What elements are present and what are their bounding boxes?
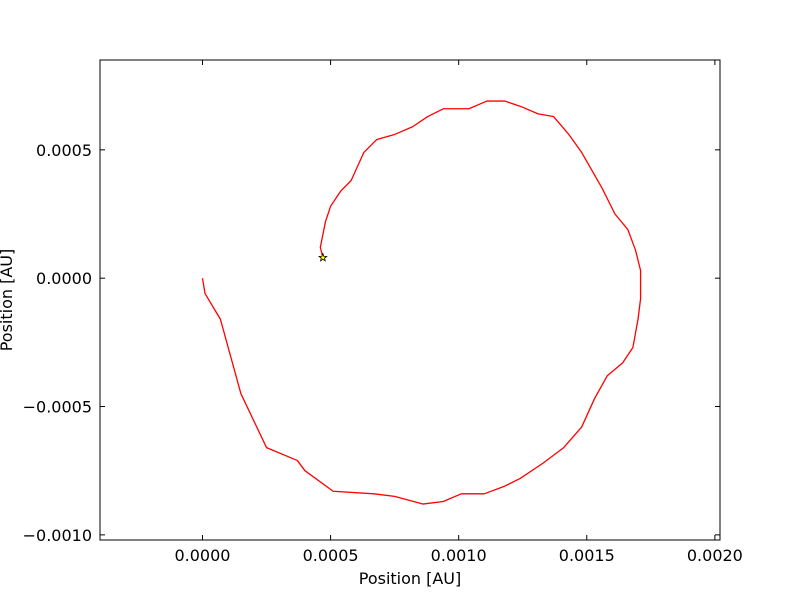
y-tick-label: 0.0000 <box>36 269 92 288</box>
axes-frame <box>99 59 721 541</box>
y-tick-label: 0.0005 <box>36 141 92 160</box>
plot-area <box>201 100 642 505</box>
x-tick-label: 0.0010 <box>431 546 487 565</box>
star-marker <box>318 252 328 262</box>
x-tick-label: 0.0020 <box>687 546 743 565</box>
x-axis-label: Position [AU] <box>359 569 462 588</box>
x-tick-label: 0.0000 <box>174 546 230 565</box>
orbit-trajectory-line <box>201 100 642 505</box>
y-tick-label: −0.0005 <box>23 398 92 417</box>
y-tick-label: −0.0010 <box>23 526 92 545</box>
x-tick-label: 0.0005 <box>303 546 359 565</box>
ticks: 0.0000 0.0005 0.0010 0.0015 0.0020 −0.0010 −0.… <box>23 60 743 565</box>
y-axis-label: Position [AU] <box>0 249 16 352</box>
x-tick-label: 0.0015 <box>559 546 615 565</box>
